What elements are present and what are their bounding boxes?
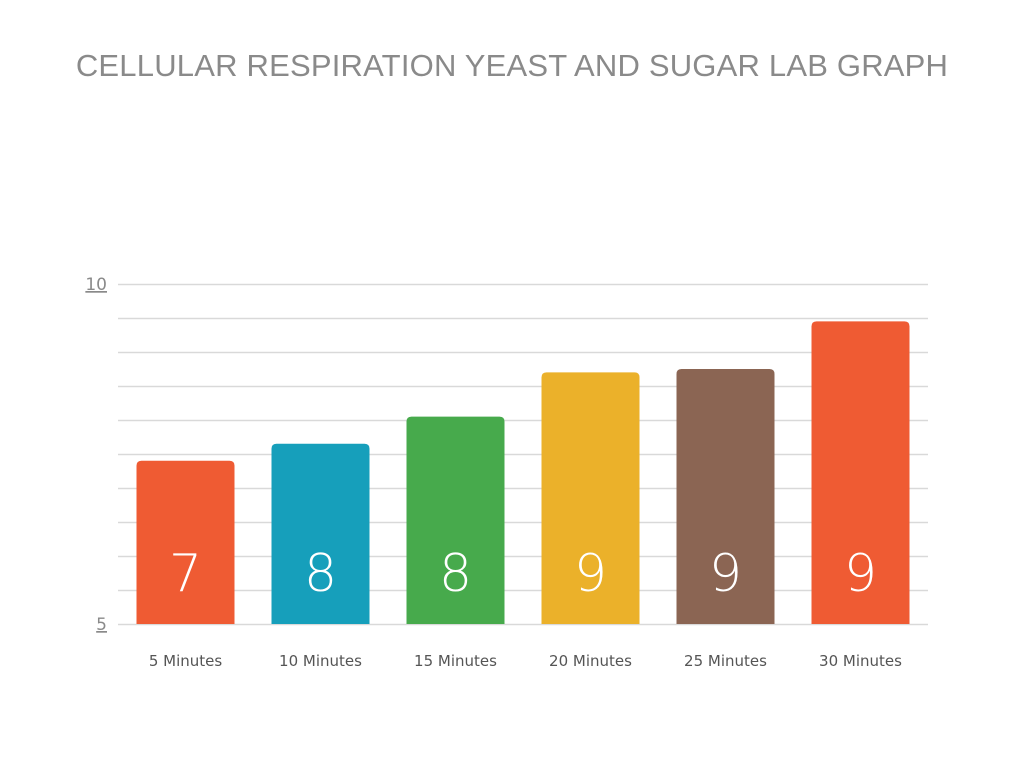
data-label: 8 xyxy=(304,544,337,604)
bar-1 xyxy=(136,460,235,624)
y-axis: 5 10 xyxy=(85,275,107,635)
data-label: 7 xyxy=(169,544,202,604)
x-tick-label: 10 Minutes xyxy=(279,652,362,670)
data-label: 9 xyxy=(574,544,607,604)
bars xyxy=(136,321,910,624)
chart-title: CELLULAR RESPIRATION YEAST AND SUGAR LAB… xyxy=(75,48,949,83)
data-label: 8 xyxy=(439,544,472,604)
bar-6 xyxy=(811,321,910,624)
x-tick-label: 5 Minutes xyxy=(149,652,223,670)
y-tick-label: 10 xyxy=(85,275,107,295)
x-tick-label: 20 Minutes xyxy=(549,652,632,670)
bar-5 xyxy=(676,369,775,624)
x-tick-label: 25 Minutes xyxy=(684,652,767,670)
y-tick-label: 5 xyxy=(96,615,107,635)
data-labels: 7 8 8 9 9 9 xyxy=(169,544,877,604)
x-tick-label: 30 Minutes xyxy=(819,652,902,670)
bar-2 xyxy=(271,443,370,624)
gridlines xyxy=(118,283,928,626)
data-label: 9 xyxy=(709,544,742,604)
x-tick-label: 15 Minutes xyxy=(414,652,497,670)
bar-3 xyxy=(406,416,505,624)
data-label: 9 xyxy=(844,544,877,604)
bar-4 xyxy=(541,372,640,624)
x-axis: 5 Minutes 10 Minutes 15 Minutes 20 Minutes 2… xyxy=(149,652,902,670)
